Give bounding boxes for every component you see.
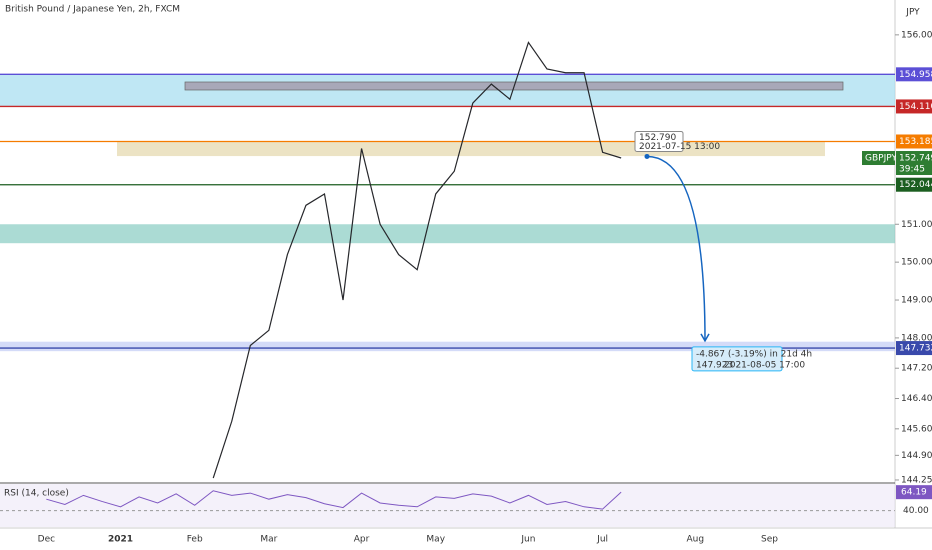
level-tag [896, 67, 932, 82]
projection-change: -4.867 (-3.19%) in 21d 4h [696, 349, 812, 359]
arrow-head [700, 333, 710, 343]
rsi-line [46, 490, 622, 510]
symbol-tag [862, 151, 895, 166]
level-tag [896, 134, 932, 149]
x-tick-label: May [426, 535, 445, 545]
rsi-tick-label: 40.00 [903, 506, 929, 516]
y-tick-label: 150.000 [901, 258, 932, 268]
level-tag [896, 341, 932, 356]
zone [0, 74, 895, 107]
rsi-last: 64.19 [901, 488, 927, 498]
x-tick-label: Apr [354, 535, 370, 545]
price-label: 152.749 [899, 154, 932, 164]
x-tick-label: Jul [596, 535, 608, 545]
y-tick-label: 144.900 [901, 451, 932, 461]
x-tick-label: Dec [38, 535, 55, 545]
projection-box [691, 346, 783, 372]
level-label: 154.958 [899, 70, 932, 80]
level-label: 154.110 [899, 102, 932, 112]
level-label: 152.044 [899, 180, 932, 190]
zone [0, 224, 895, 244]
y-tick-label: 149.000 [901, 296, 932, 306]
rsi-band [0, 484, 895, 527]
x-tick-label: Feb [187, 535, 203, 545]
x-tick-label: Mar [260, 535, 277, 545]
rsi-tag [896, 485, 932, 500]
level-label: 153.185 [899, 137, 932, 147]
start-time: 2021-07-15 13:00 [639, 142, 720, 152]
y-tick-label: 148.000 [901, 333, 932, 343]
symbol-label: GBPJPY [865, 154, 897, 164]
x-tick-label: 2021 [108, 535, 133, 545]
price-line [212, 41, 622, 479]
currency: JPY [905, 8, 920, 18]
y-tick-label: 147.200 [901, 364, 932, 374]
zone [0, 341, 895, 352]
y-tick-label: 144.250 [901, 475, 932, 485]
projection-arrow [646, 155, 706, 341]
y-tick-label: 156.000 [901, 30, 932, 40]
level-tag [896, 177, 932, 192]
x-tick-label: Sep [761, 535, 778, 545]
y-tick-label: 146.400 [901, 394, 932, 404]
projection-end-time: 2021-08-05 17:00 [724, 360, 805, 370]
x-tick-label: Aug [687, 535, 705, 545]
rsi-name: RSI (14, close) [4, 489, 69, 499]
x-tick-label: Jun [520, 535, 535, 545]
chart-title: British Pound / Japanese Yen, 2h, FXCM [5, 5, 180, 15]
countdown: 39:45 [899, 165, 925, 175]
level-tag [896, 99, 932, 114]
start-price: 152.790 [639, 133, 676, 143]
projection-end: 147.923 [696, 360, 733, 370]
level-label: 147.732 [899, 344, 932, 354]
y-tick-label: 151.000 [901, 220, 932, 230]
y-tick-label: 145.600 [901, 424, 932, 434]
price-tag [896, 151, 932, 176]
start-box [634, 130, 684, 152]
